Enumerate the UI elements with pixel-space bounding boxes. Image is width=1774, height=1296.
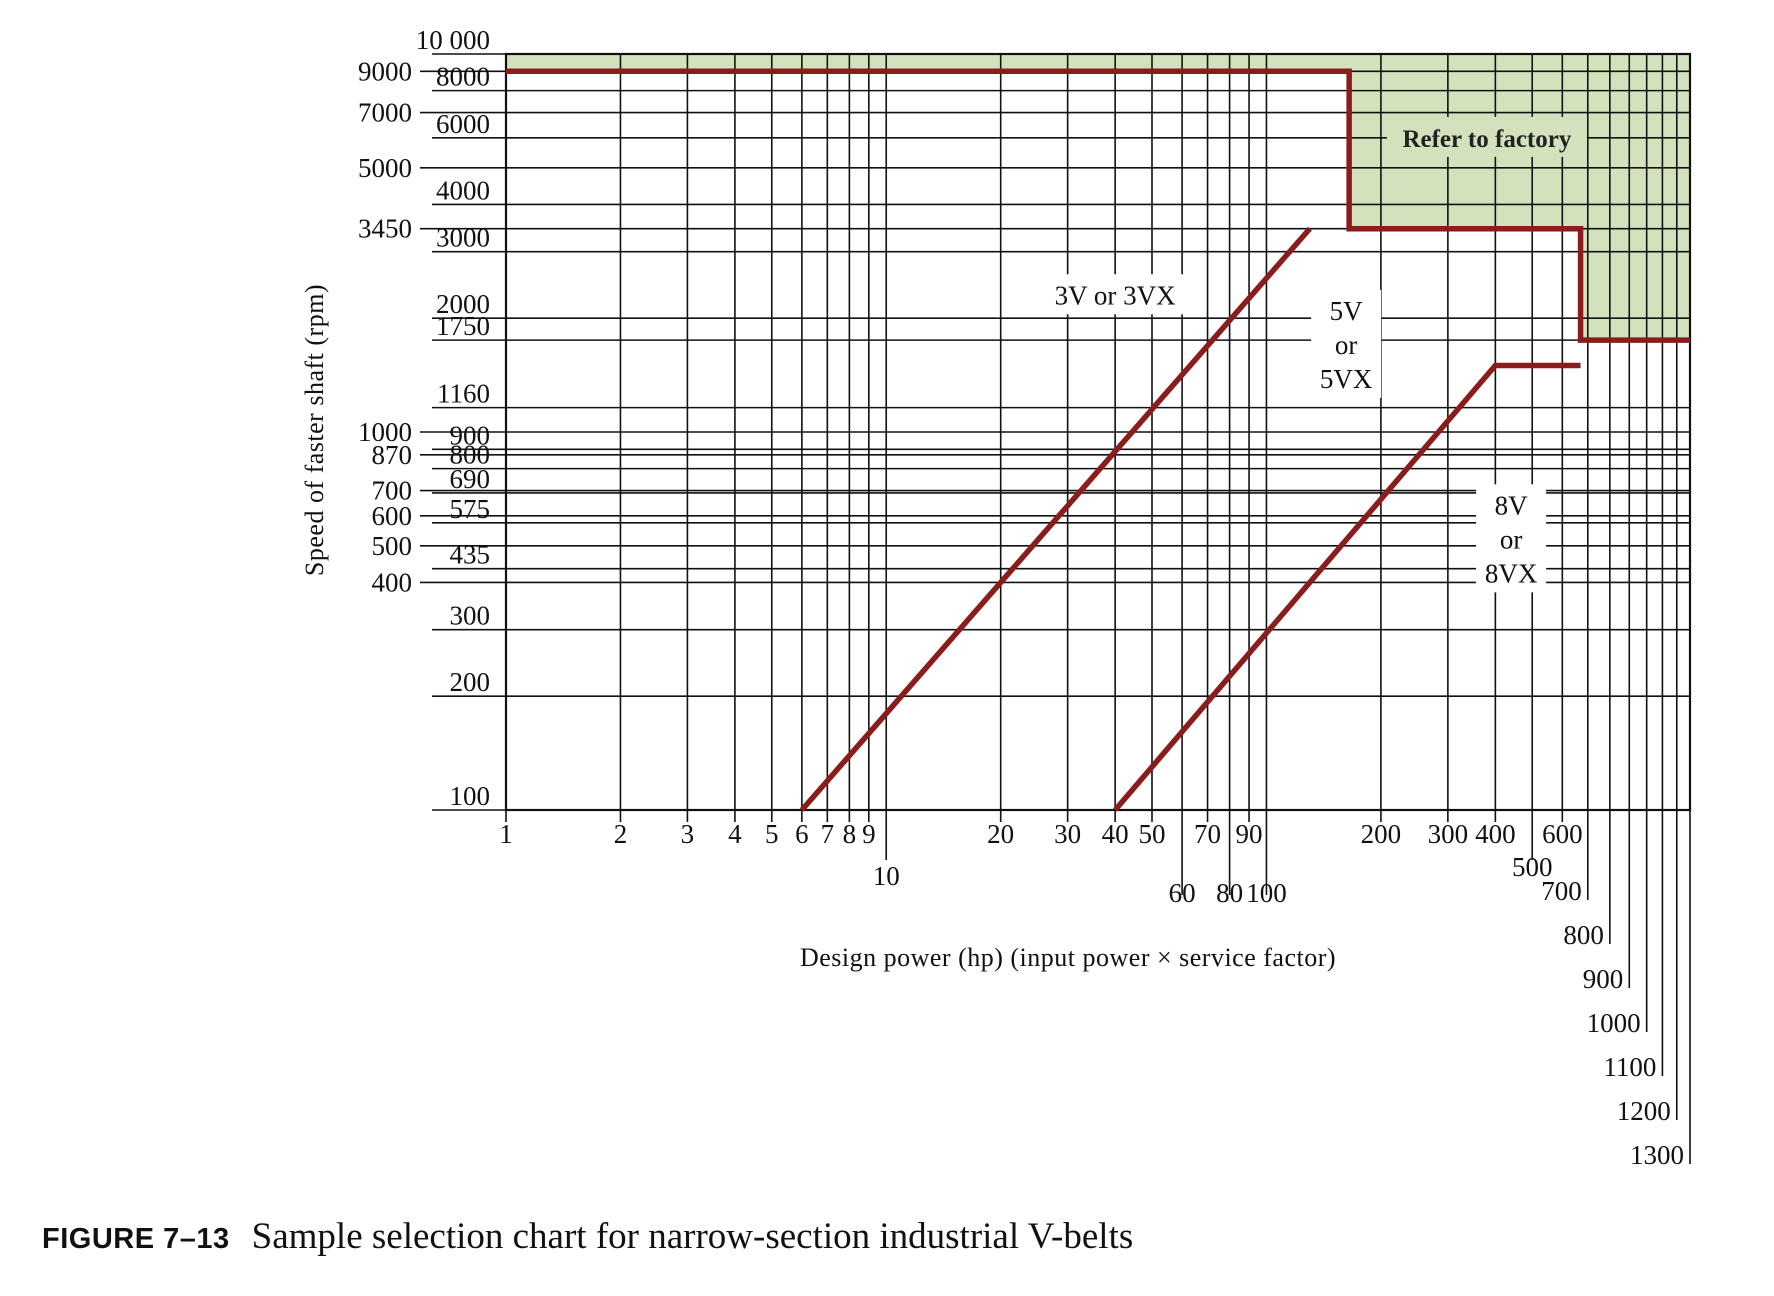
x-tick-label-1100: 1100	[1603, 1052, 1656, 1082]
y-tick-label-1000: 1000	[358, 417, 412, 447]
region-label-bg-refer-to-factory	[1386, 116, 1587, 157]
x-tick-label-300: 300	[1428, 819, 1469, 849]
y-tick-label-1750: 1750	[436, 311, 490, 341]
x-tick-label-2: 2	[614, 819, 628, 849]
y-tick-label-7000: 7000	[358, 98, 412, 128]
chart-grid	[420, 52, 1692, 1164]
x-tick-label-1300: 1300	[1630, 1140, 1684, 1170]
y-tick-label-700: 700	[372, 476, 413, 506]
x-tick-label-40: 40	[1102, 819, 1129, 849]
region-label-8v-or-8vx-line-2: or	[1500, 524, 1523, 554]
region-label-bg-3v-or-3vx	[1040, 274, 1191, 315]
region-label-bg-5v-or-5vx	[1311, 289, 1382, 398]
y-tick-label-3450: 3450	[358, 214, 412, 244]
x-tick-label-50: 50	[1138, 819, 1165, 849]
x-axis-title: Design power (hp) (input power × service…	[800, 943, 1336, 972]
region-labels: Refer to factory 3V or 3VX 5V or 5VX 8V or 8VX	[1040, 116, 1587, 593]
x-tick-label-8: 8	[843, 819, 857, 849]
y-tick-label-435: 435	[450, 540, 491, 570]
x-tick-label-1: 1	[499, 819, 513, 849]
y-tick-label-6000: 6000	[436, 109, 490, 139]
x-tick-label-1200: 1200	[1617, 1096, 1671, 1126]
y-tick-label-2000: 2000	[436, 289, 490, 319]
x-tick-label-700: 700	[1541, 876, 1582, 906]
y-tick-label-1160: 1160	[437, 379, 490, 409]
x-tick-label-60: 60	[1169, 878, 1196, 908]
y-tick-label-10000: 10 000	[416, 25, 490, 55]
x-tick-label-30: 30	[1054, 819, 1081, 849]
region-label-3v-or-3vx-line-1: 3V or 3VX	[1055, 280, 1177, 310]
x-tick-label-900: 900	[1583, 964, 1624, 994]
y-tick-label-9000: 9000	[358, 56, 412, 86]
x-tick-label-4: 4	[728, 819, 742, 849]
x-tick-label-10: 10	[873, 861, 900, 891]
region-label-8v-or-8vx-line-1: 8V	[1495, 490, 1529, 520]
x-tick-label-3: 3	[681, 819, 695, 849]
y-tick-label-575: 575	[450, 494, 491, 524]
y-tick-label-690: 690	[450, 464, 491, 494]
y-tick-label-500: 500	[372, 531, 413, 561]
x-tick-label-7: 7	[821, 819, 835, 849]
y-tick-label-200: 200	[450, 667, 491, 697]
y-tick-label-5000: 5000	[358, 153, 412, 183]
x-tick-label-9: 9	[862, 819, 876, 849]
x-tick-label-70: 70	[1194, 819, 1221, 849]
y-tick-label-800: 800	[450, 440, 491, 470]
y-tick-label-400: 400	[372, 567, 413, 597]
y-tick-label-4000: 4000	[436, 175, 490, 205]
x-tick-label-1000: 1000	[1587, 1008, 1641, 1038]
region-label-5v-or-5vx-line-2: or	[1335, 330, 1358, 360]
x-tick-label-500: 500	[1512, 852, 1553, 882]
region-label-8v-or-8vx-line-3: 8VX	[1485, 558, 1538, 588]
y-tick-label-3000: 3000	[436, 223, 490, 253]
x-tick-label-200: 200	[1361, 819, 1402, 849]
x-tick-label-800: 800	[1563, 920, 1604, 950]
x-tick-label-80: 80	[1216, 878, 1243, 908]
figure-number: FIGURE 7–13	[42, 1223, 230, 1255]
x-tick-label-600: 600	[1542, 819, 1583, 849]
y-tick-label-8000: 8000	[436, 62, 490, 92]
boundary-line-1	[506, 68, 1690, 343]
x-tick-label-400: 400	[1475, 819, 1516, 849]
boundary-line-3	[1113, 362, 1581, 812]
x-tick-label-100: 100	[1246, 878, 1287, 908]
region-label-bg-8v-or-8vx	[1476, 484, 1547, 593]
y-tick-label-900: 900	[450, 420, 491, 450]
y-tick-label-300: 300	[450, 601, 491, 631]
x-tick-label-20: 20	[987, 819, 1014, 849]
y-axis-title: Speed of faster shaft (rpm)	[300, 284, 329, 576]
x-tick-label-5: 5	[765, 819, 779, 849]
y-tick-label-600: 600	[372, 501, 413, 531]
boundary-line-2	[799, 226, 1312, 812]
region-label-refer-to-factory-line-1: Refer to factory	[1402, 126, 1571, 153]
y-tick-label-100: 100	[450, 781, 491, 811]
region-label-5v-or-5vx-line-1: 5V	[1330, 296, 1364, 326]
x-tick-label-6: 6	[795, 819, 809, 849]
y-tick-label-870: 870	[372, 440, 413, 470]
figure-caption: FIGURE 7–13 Sample selection chart for na…	[42, 1215, 1133, 1258]
belt-boundary-lines	[506, 68, 1690, 812]
plot-frame	[504, 52, 1692, 812]
region-label-5v-or-5vx-line-3: 5VX	[1320, 364, 1373, 394]
x-tick-label-90: 90	[1236, 819, 1263, 849]
figure-caption-text: Sample selection chart for narrow-sectio…	[251, 1216, 1134, 1257]
